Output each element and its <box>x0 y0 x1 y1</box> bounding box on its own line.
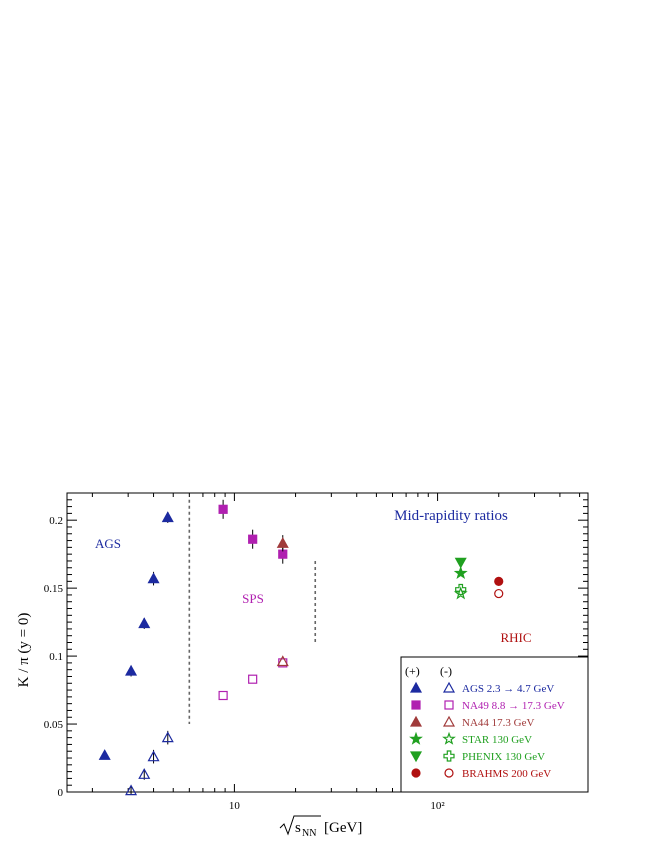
data-point <box>455 583 467 596</box>
data-point <box>453 586 468 600</box>
legend-label: AGS 2.3 → 4.7 GeV <box>462 683 554 695</box>
legend-header-minus: (-) <box>440 664 452 678</box>
region-label-rhic: RHIC <box>500 630 531 645</box>
y-axis-label: K / π (y = 0) <box>16 613 32 688</box>
x-axis-label-subscript: NN <box>302 828 316 839</box>
data-point <box>161 731 174 743</box>
data-point <box>125 664 138 676</box>
data-point <box>276 655 289 667</box>
chart-title: Mid-rapidity ratios <box>394 508 508 524</box>
legend-marker <box>443 750 455 762</box>
legend-marker <box>442 681 456 693</box>
x-axis-label: s NN [GeV] <box>279 815 362 839</box>
y-tick-label: 0 <box>58 787 64 799</box>
data-point <box>248 534 258 544</box>
data-point <box>248 674 258 684</box>
y-tick-label: 0.2 <box>49 515 63 527</box>
legend-box <box>400 656 589 793</box>
data-point <box>494 576 504 586</box>
legend-marker <box>409 681 423 693</box>
data-point <box>161 511 174 523</box>
y-tick-label: 0.05 <box>44 719 64 731</box>
data-point <box>147 750 160 762</box>
legend-marker <box>444 700 454 710</box>
data-point <box>218 504 228 514</box>
legend-label: NA44 17.3 GeV <box>462 717 534 729</box>
legend-marker <box>444 768 454 778</box>
legend: (+) (-) AGS 2.3 → 4.7 GeV NA49 8.8 → 17.3… <box>400 656 589 793</box>
x-tick-label: 10² <box>430 800 445 812</box>
data-point <box>147 572 160 584</box>
sqrt-sign <box>279 815 321 836</box>
data-point <box>98 749 111 760</box>
region-label-ags: AGS <box>95 536 121 551</box>
x-axis-label-radicand: s <box>295 820 301 836</box>
legend-header-plus: (+) <box>405 664 420 678</box>
legend-marker <box>409 751 423 763</box>
legend-marker <box>411 700 421 710</box>
legend-label: NA49 8.8 → 17.3 GeV <box>462 700 565 712</box>
data-point <box>453 565 468 580</box>
legend-marker <box>409 731 423 745</box>
data-point <box>276 537 289 548</box>
legend-label: BRAHMS 200 GeV <box>462 768 551 780</box>
x-tick-label: 10 <box>229 800 241 812</box>
legend-label: STAR 130 GeV <box>462 734 532 746</box>
data-point <box>138 768 151 779</box>
legend-label: PHENIX 130 GeV <box>462 751 545 763</box>
data-point <box>138 617 151 629</box>
data-point <box>218 690 228 701</box>
data-point <box>494 588 504 599</box>
data-point <box>454 557 467 569</box>
x-axis-label-unit: [GeV] <box>324 820 362 836</box>
legend-marker <box>442 731 456 745</box>
legend-marker <box>442 715 456 727</box>
y-tick-label: 0.15 <box>44 583 64 595</box>
legend-marker <box>411 768 421 778</box>
region-label-sps: SPS <box>242 591 264 606</box>
legend-marker <box>409 715 423 727</box>
data-point <box>125 784 138 796</box>
y-tick-label: 0.1 <box>49 651 63 663</box>
